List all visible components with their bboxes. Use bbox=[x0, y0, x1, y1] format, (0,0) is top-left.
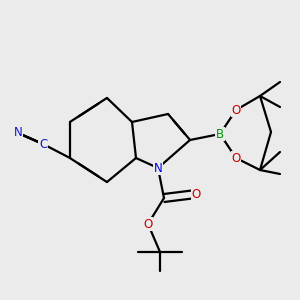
Text: O: O bbox=[231, 152, 241, 164]
Text: C: C bbox=[39, 137, 47, 151]
Text: O: O bbox=[143, 218, 153, 230]
Text: B: B bbox=[216, 128, 224, 140]
Text: N: N bbox=[154, 161, 162, 175]
Text: N: N bbox=[14, 127, 22, 140]
Text: O: O bbox=[191, 188, 201, 200]
Text: O: O bbox=[231, 103, 241, 116]
